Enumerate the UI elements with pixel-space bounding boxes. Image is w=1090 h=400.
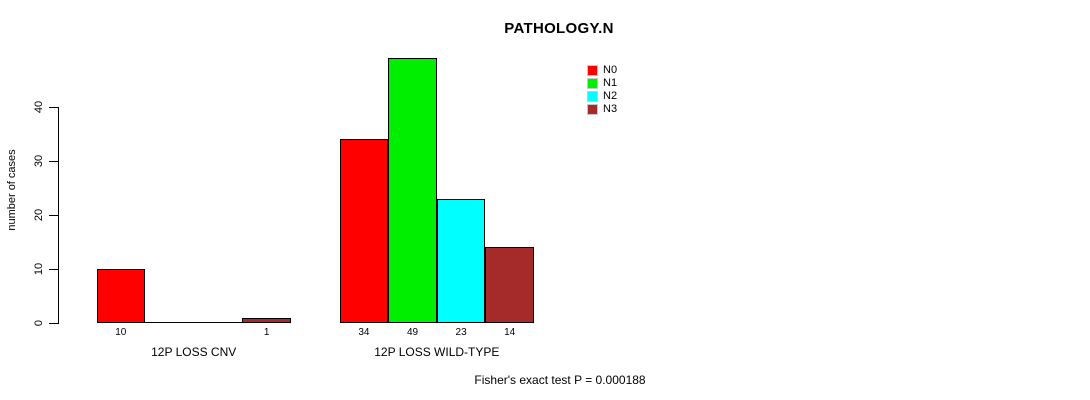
bar-n2-group2 bbox=[436, 198, 486, 323]
y-axis-tick bbox=[49, 269, 58, 270]
legend-label-n2: N2 bbox=[603, 90, 618, 102]
bar-value-label: 34 bbox=[358, 327, 370, 338]
y-axis-tick bbox=[49, 161, 58, 162]
y-axis-tick bbox=[49, 107, 58, 108]
legend-label-n1: N1 bbox=[603, 77, 618, 89]
legend-swatch-n3 bbox=[587, 104, 598, 115]
bar-n1-group2 bbox=[388, 58, 437, 323]
bar-n0-group1 bbox=[96, 269, 146, 323]
bar-n1-group1-zero bbox=[145, 322, 194, 323]
legend-swatch-n2 bbox=[587, 91, 598, 102]
bar-n0-group2 bbox=[339, 139, 389, 323]
bar-n3-group2 bbox=[485, 247, 534, 323]
y-axis-tick-label: 20 bbox=[33, 208, 45, 222]
bar-value-label: 1 bbox=[263, 327, 270, 338]
bar-value-label: 49 bbox=[406, 327, 419, 338]
y-axis-tick-label: 10 bbox=[33, 262, 45, 276]
bar-n2-group1-zero bbox=[193, 322, 243, 323]
y-axis-tick bbox=[49, 323, 58, 324]
y-axis-tick-label: 40 bbox=[33, 100, 45, 114]
bar-value-label: 23 bbox=[455, 327, 467, 338]
y-axis-tick-label: 0 bbox=[33, 319, 45, 327]
chart-title: PATHOLOGY.N bbox=[504, 20, 614, 37]
y-axis-tick-label: 30 bbox=[33, 154, 45, 168]
y-axis-line bbox=[58, 107, 59, 324]
y-axis-title: number of cases bbox=[6, 149, 18, 231]
fisher-test-annotation: Fisher's exact test P = 0.000188 bbox=[474, 373, 646, 387]
legend-label-n0: N0 bbox=[603, 64, 618, 76]
bar-value-label: 10 bbox=[115, 327, 127, 338]
y-axis-tick bbox=[49, 215, 58, 216]
group-label-12p-loss-wild-type: 12P LOSS WILD-TYPE bbox=[374, 345, 500, 359]
bar-value-label: 14 bbox=[504, 327, 516, 338]
legend-label-n3: N3 bbox=[603, 103, 618, 115]
legend-swatch-n1 bbox=[587, 78, 598, 89]
group-label-12p-loss-cnv: 12P LOSS CNV bbox=[151, 345, 237, 359]
bar-n3-group1 bbox=[242, 317, 291, 323]
legend-swatch-n0 bbox=[587, 65, 598, 76]
